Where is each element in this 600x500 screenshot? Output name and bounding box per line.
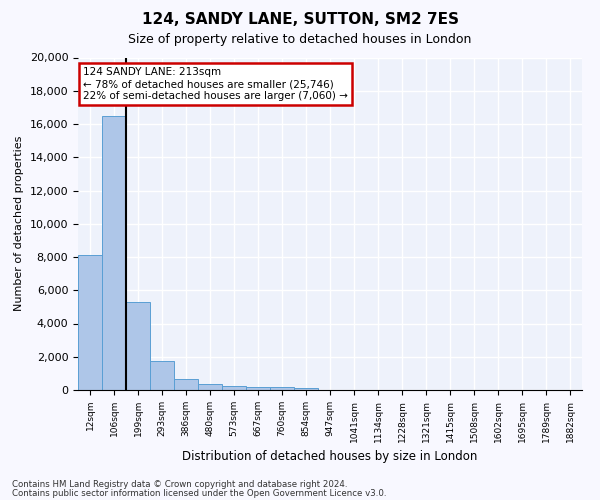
Y-axis label: Number of detached properties: Number of detached properties xyxy=(14,136,24,312)
Bar xyxy=(198,384,222,390)
Text: Contains HM Land Registry data © Crown copyright and database right 2024.: Contains HM Land Registry data © Crown c… xyxy=(12,480,347,489)
Bar xyxy=(150,361,174,390)
Text: 124, SANDY LANE, SUTTON, SM2 7ES: 124, SANDY LANE, SUTTON, SM2 7ES xyxy=(142,12,458,28)
Bar xyxy=(174,379,198,390)
Bar xyxy=(126,302,150,390)
Bar xyxy=(270,387,294,390)
Bar xyxy=(102,116,126,390)
Text: Contains public sector information licensed under the Open Government Licence v3: Contains public sector information licen… xyxy=(12,488,386,498)
Text: Size of property relative to detached houses in London: Size of property relative to detached ho… xyxy=(128,32,472,46)
Bar xyxy=(246,386,270,390)
Bar xyxy=(294,388,318,390)
X-axis label: Distribution of detached houses by size in London: Distribution of detached houses by size … xyxy=(182,450,478,463)
Bar xyxy=(222,386,246,390)
Text: 124 SANDY LANE: 213sqm
← 78% of detached houses are smaller (25,746)
22% of semi: 124 SANDY LANE: 213sqm ← 78% of detached… xyxy=(83,68,348,100)
Bar xyxy=(78,256,102,390)
